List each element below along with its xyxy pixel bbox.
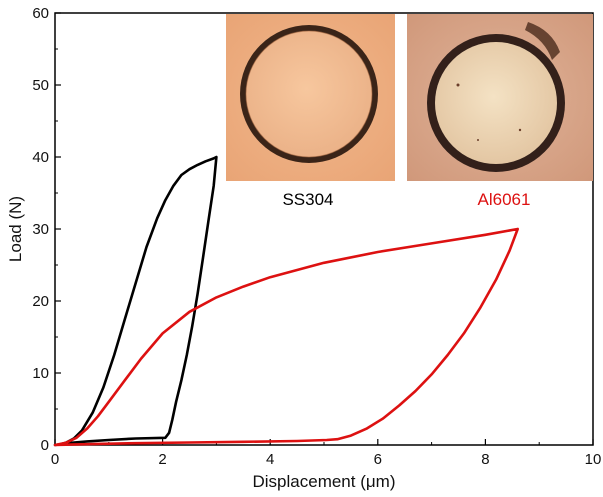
inset-image-al6061 [407, 14, 593, 181]
x-tick-label: 0 [51, 451, 59, 468]
x-tick-label: 4 [266, 451, 274, 468]
y-tick-label: 30 [32, 221, 49, 238]
y-tick-label: 60 [32, 5, 49, 22]
x-tick-label: 6 [374, 451, 382, 468]
series-line-al6061 [53, 227, 520, 447]
y-tick-label: 40 [32, 149, 49, 166]
x-tick-label: 2 [158, 451, 166, 468]
inset-caption-al6061: Al6061 [478, 190, 531, 209]
inset-image-ss304 [226, 14, 395, 181]
y-tick-label: 20 [32, 293, 49, 310]
al6061-indent-disk [435, 42, 557, 164]
y-tick-label: 0 [41, 437, 49, 454]
x-axis-title: Displacement (μm) [253, 472, 396, 491]
x-tick-label: 10 [585, 451, 602, 468]
ss304-indent-disk [246, 31, 372, 157]
y-axis-title: Load (N) [6, 196, 25, 262]
series-line-ss304 [53, 155, 218, 447]
y-tick-label: 50 [32, 77, 49, 94]
x-tick-label: 8 [481, 451, 489, 468]
y-tick-label: 10 [32, 365, 49, 382]
inset-caption-ss304: SS304 [282, 190, 333, 209]
